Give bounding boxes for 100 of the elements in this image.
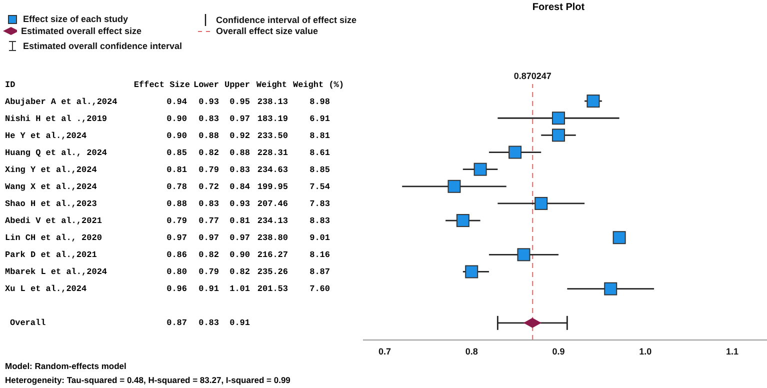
data-label: 0.83 bbox=[198, 199, 219, 209]
data-label: 0.90 bbox=[166, 131, 187, 141]
data-label: 8.87 bbox=[310, 267, 330, 277]
data-label: 8.16 bbox=[310, 250, 330, 260]
data-label: 0.79 bbox=[198, 165, 219, 175]
data-label: 0.80 bbox=[166, 267, 187, 277]
text: Heterogeneity: Tau-squared = 0.48, H-squared = 83.27, I-squared = 0.99 bbox=[5, 375, 291, 385]
data-label: 0.78 bbox=[166, 182, 187, 192]
data-label: 8.81 bbox=[310, 131, 330, 141]
data-label: 0.88 bbox=[198, 131, 219, 141]
data-label: 0.79 bbox=[166, 216, 187, 226]
text: ID bbox=[5, 80, 16, 90]
data-label: 0.83 bbox=[230, 165, 250, 175]
data-label: 0.90 bbox=[230, 250, 250, 260]
category-label: Xu L et al.,2024 bbox=[5, 284, 87, 294]
data-label: 0.88 bbox=[230, 148, 250, 158]
data-label: 0.95 bbox=[230, 97, 250, 107]
point bbox=[456, 214, 470, 228]
data-label: 238.13 bbox=[257, 97, 288, 107]
data-label: 0.90 bbox=[166, 114, 187, 124]
data-label: 0.77 bbox=[198, 216, 219, 226]
data-label: 201.53 bbox=[257, 284, 288, 294]
data-label: 216.27 bbox=[257, 250, 288, 260]
data-label: 0.97 bbox=[198, 233, 219, 243]
category-label: Nishi H et al .,2019 bbox=[5, 114, 108, 124]
category-label: Abedi V et al.,2021 bbox=[5, 216, 102, 226]
x-tick-label: 1.1 bbox=[726, 346, 739, 356]
point bbox=[474, 162, 487, 176]
legend-label: Effect size of each study bbox=[23, 14, 128, 24]
category-label: Abujaber A et al.,2024 bbox=[5, 97, 118, 107]
data-label: 0.88 bbox=[166, 199, 187, 209]
category-label: Shao H et al.,2023 bbox=[5, 199, 97, 209]
data-label: 0.91 bbox=[230, 318, 250, 328]
data-label: 8.85 bbox=[310, 165, 330, 175]
data-label: 0.83 bbox=[198, 318, 219, 328]
data-label: 234.13 bbox=[257, 216, 288, 226]
data-label: 0.81 bbox=[166, 165, 187, 175]
category-label: Park D et al.,2021 bbox=[5, 250, 97, 260]
data-label: 8.98 bbox=[310, 97, 330, 107]
data-label: 0.82 bbox=[198, 250, 219, 260]
text: Lower bbox=[193, 80, 219, 90]
data-label: 0.83 bbox=[198, 114, 219, 124]
point bbox=[448, 180, 461, 193]
data-label: 7.60 bbox=[310, 284, 330, 294]
category-label: Huang Q et al., 2024 bbox=[5, 148, 108, 158]
data-label: 0.97 bbox=[230, 233, 250, 243]
category-label: Overall bbox=[10, 318, 46, 328]
data-label: 0.84 bbox=[230, 182, 250, 192]
legend-label: Estimated overall effect size bbox=[21, 26, 142, 36]
text: Overall effect size value bbox=[216, 26, 318, 36]
text: Effect Size bbox=[134, 80, 190, 90]
data-label: 0.92 bbox=[230, 131, 250, 141]
data-label: 235.26 bbox=[257, 267, 288, 277]
category-label: Xing Y et al.,2024 bbox=[5, 165, 97, 175]
data-label: 8.83 bbox=[310, 216, 330, 226]
data-label: 0.97 bbox=[230, 114, 250, 124]
point bbox=[612, 231, 626, 244]
x-tick-label: 0.9 bbox=[552, 346, 565, 356]
data-label: 0.96 bbox=[166, 284, 187, 294]
category-label: Lin CH et al., 2020 bbox=[5, 233, 102, 243]
data-label: 6.91 bbox=[310, 114, 330, 124]
point bbox=[604, 282, 618, 296]
data-label: 234.63 bbox=[257, 165, 288, 175]
point bbox=[552, 128, 565, 142]
text: Model: Random-effects model bbox=[5, 361, 126, 371]
x-tick-label: 0.7 bbox=[378, 346, 391, 356]
x-tick-label: 0.8 bbox=[465, 346, 478, 356]
x-tick-label: 1.0 bbox=[639, 346, 652, 356]
data-label: 1.01 bbox=[230, 284, 250, 294]
point bbox=[586, 94, 600, 108]
text: Confidence interval of effect size bbox=[216, 15, 357, 25]
data-label: 0.82 bbox=[198, 148, 219, 158]
data-label: 0.72 bbox=[198, 182, 219, 192]
data-label: 0.93 bbox=[230, 199, 250, 209]
point bbox=[508, 146, 522, 159]
text: Weight bbox=[256, 80, 287, 90]
point bbox=[534, 196, 548, 210]
data-label: 0.97 bbox=[166, 233, 187, 243]
category-label: Wang X et al.,2024 bbox=[5, 182, 97, 192]
text: Weight (%) bbox=[292, 80, 344, 90]
data-label: 0.91 bbox=[198, 284, 219, 294]
data-label: 233.50 bbox=[257, 131, 288, 141]
data-label: 9.01 bbox=[310, 233, 330, 243]
data-label: 0.81 bbox=[230, 216, 250, 226]
data-label: 0.79 bbox=[198, 267, 219, 277]
text: Upper bbox=[224, 80, 250, 90]
data-label: 207.46 bbox=[257, 199, 288, 209]
data-label: 7.83 bbox=[310, 199, 330, 209]
data-label: 183.19 bbox=[257, 114, 288, 124]
data-label: 0.93 bbox=[198, 97, 219, 107]
data-label: 228.31 bbox=[257, 148, 288, 158]
point bbox=[517, 248, 530, 262]
point bbox=[552, 112, 565, 125]
ref-line-label: 0.870247 bbox=[514, 71, 552, 81]
data-label: 0.94 bbox=[166, 97, 187, 107]
data-label: 7.54 bbox=[310, 182, 330, 192]
data-label: 8.61 bbox=[310, 148, 330, 158]
data-label: 0.86 bbox=[166, 250, 187, 260]
chart-title: Forest Plot bbox=[531, 1, 586, 13]
data-label: 199.95 bbox=[257, 182, 288, 192]
